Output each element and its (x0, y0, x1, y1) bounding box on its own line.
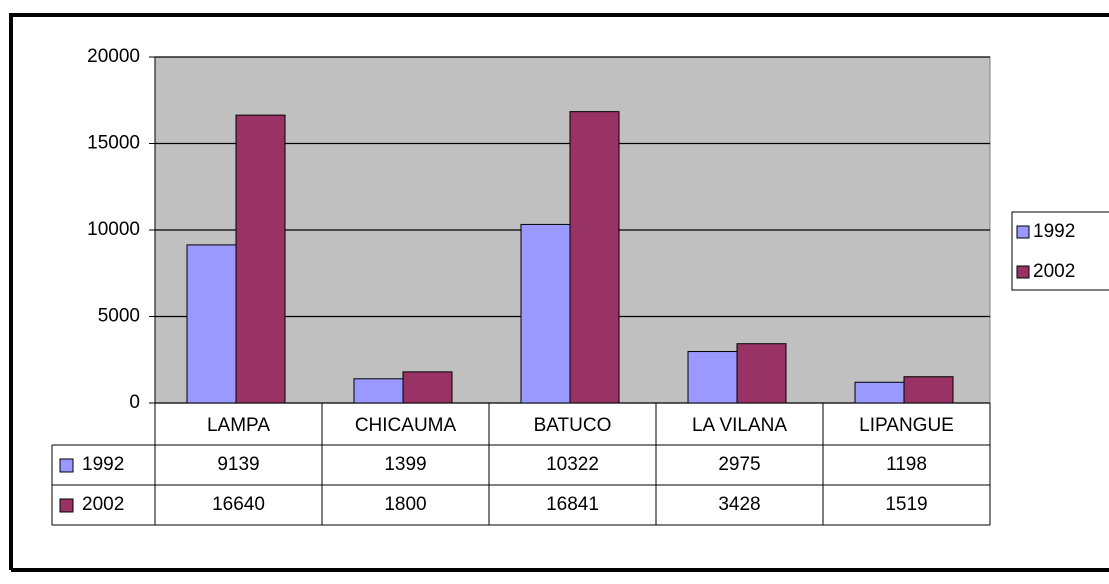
chart-frame (9, 13, 1109, 570)
table-value: 16640 (212, 494, 265, 515)
table-value: 1198 (886, 454, 927, 475)
legend-key (1016, 265, 1030, 279)
table-legend-key (59, 498, 74, 513)
bar (854, 381, 905, 404)
bar (520, 223, 571, 404)
table-value: 3428 (718, 494, 760, 515)
table-value: 2975 (718, 454, 760, 475)
x-tick-label: BATUCO (534, 415, 612, 436)
bar (353, 378, 404, 404)
y-tick-label: 15000 (87, 133, 140, 154)
x-tick-label: LIPANGUE (859, 415, 954, 436)
table-legend-key (59, 458, 74, 473)
legend-key (1016, 225, 1030, 239)
bar (736, 343, 787, 404)
table-value: 9139 (217, 454, 259, 475)
table-value: 1519 (885, 494, 927, 515)
bar (235, 114, 286, 404)
y-tick-label: 5000 (98, 306, 140, 327)
table-value: 1399 (384, 454, 426, 475)
y-tick-label: 0 (129, 392, 140, 413)
bar (569, 111, 620, 404)
y-tick-label: 20000 (87, 46, 140, 67)
legend-label: 1992 (1033, 221, 1075, 242)
bar (402, 371, 453, 404)
table-series-label: 1992 (82, 454, 124, 475)
bar (687, 351, 738, 404)
bar (186, 244, 237, 404)
bar (903, 376, 954, 404)
y-tick-label: 10000 (87, 219, 140, 240)
table-value: 10322 (546, 454, 599, 475)
table-value: 1800 (384, 494, 426, 515)
table-series-label: 2002 (82, 494, 124, 515)
legend-label: 2002 (1033, 261, 1075, 282)
table-value: 16841 (546, 494, 599, 515)
x-tick-label: LAMPA (207, 415, 270, 436)
x-tick-label: LA VILANA (692, 415, 787, 436)
x-tick-label: CHICAUMA (355, 415, 457, 436)
